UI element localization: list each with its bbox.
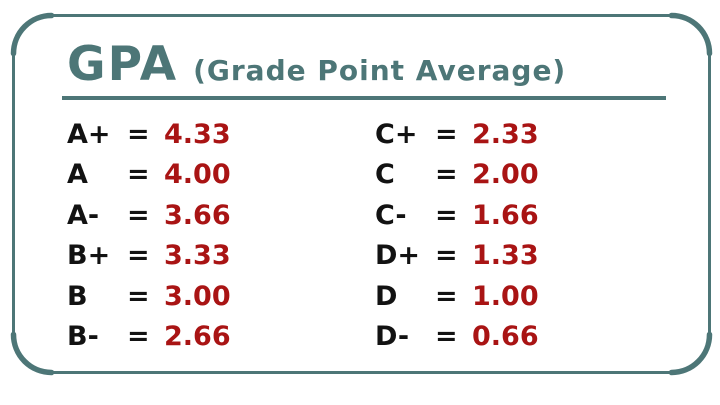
grade-letter: D+ <box>375 240 421 272</box>
equals-sign: = <box>127 240 150 272</box>
grade-row: A- = 3.66 <box>67 195 231 236</box>
equals-sign: = <box>435 159 458 191</box>
grade-row: A+ = 4.33 <box>67 114 231 155</box>
grade-value: 2.66 <box>164 321 231 353</box>
equals-sign: = <box>435 280 458 312</box>
grade-value: 3.00 <box>164 280 231 312</box>
grade-letter: C+ <box>375 118 418 150</box>
grade-letter: A- <box>67 199 100 231</box>
grade-row: C- = 1.66 <box>375 195 539 236</box>
page-subtitle: (Grade Point Average) <box>193 54 567 87</box>
grade-letter: B+ <box>67 240 111 272</box>
grade-letter: C <box>375 159 395 191</box>
grade-letter: A <box>67 159 88 191</box>
slide-title-row: GPA (Grade Point Average) <box>67 37 567 92</box>
grade-row: B- = 2.66 <box>67 317 231 358</box>
equals-sign: = <box>127 159 150 191</box>
grade-row: D- = 0.66 <box>375 317 539 358</box>
grade-row: C = 2.00 <box>375 155 539 196</box>
equals-sign: = <box>435 199 458 231</box>
grade-row: A = 4.00 <box>67 155 231 196</box>
grade-letter: D <box>375 280 398 312</box>
grade-row: B = 3.00 <box>67 276 231 317</box>
equals-sign: = <box>435 321 458 353</box>
equals-sign: = <box>127 280 150 312</box>
equals-sign: = <box>127 118 150 150</box>
grade-value: 1.33 <box>472 240 539 272</box>
grade-letter: D- <box>375 321 410 353</box>
equals-sign: = <box>435 118 458 150</box>
grade-letter: B <box>67 280 88 312</box>
grade-column-right: C+ = 2.33 C = 2.00 C- = 1.66 D+ = 1.33 D… <box>375 114 539 357</box>
grade-row: D+ = 1.33 <box>375 236 539 277</box>
equals-sign: = <box>435 240 458 272</box>
grade-value: 2.33 <box>472 118 539 150</box>
equals-sign: = <box>127 321 150 353</box>
grade-letter: C- <box>375 199 407 231</box>
grade-value: 1.00 <box>472 280 539 312</box>
grade-letter: A+ <box>67 118 111 150</box>
grade-value: 1.66 <box>472 199 539 231</box>
grade-value: 3.33 <box>164 240 231 272</box>
equals-sign: = <box>127 199 150 231</box>
grade-row: B+ = 3.33 <box>67 236 231 277</box>
grade-value: 4.33 <box>164 118 231 150</box>
grade-column-left: A+ = 4.33 A = 4.00 A- = 3.66 B+ = 3.33 B… <box>67 114 231 357</box>
page-title: GPA <box>67 37 179 92</box>
grade-value: 2.00 <box>472 159 539 191</box>
grade-row: C+ = 2.33 <box>375 114 539 155</box>
title-underline <box>62 96 666 100</box>
grade-value: 3.66 <box>164 199 231 231</box>
grade-value: 0.66 <box>472 321 539 353</box>
grade-row: D = 1.00 <box>375 276 539 317</box>
grade-letter: B- <box>67 321 99 353</box>
grade-value: 4.00 <box>164 159 231 191</box>
